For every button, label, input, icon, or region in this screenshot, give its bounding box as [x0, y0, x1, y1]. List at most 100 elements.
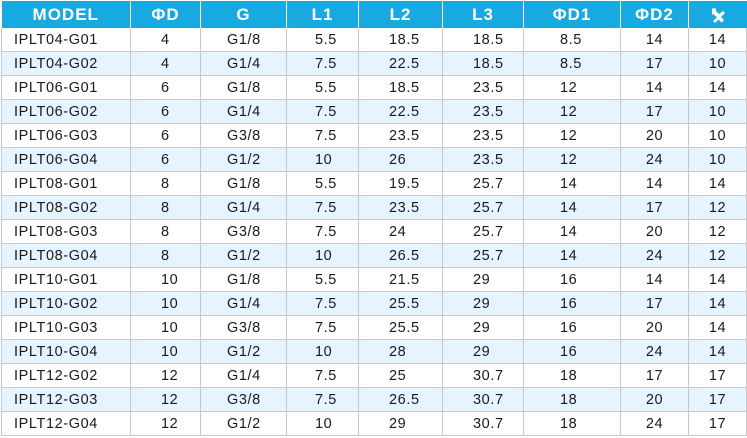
cell-g: G1/8	[200, 28, 287, 52]
cell-g: G3/8	[200, 219, 287, 244]
cell-d1: 16	[523, 339, 621, 364]
cell-wrench-size: 10	[688, 51, 747, 76]
table-row: IPLT12-G04 12 G1/2 10 29 30.7 18 24 17	[1, 411, 747, 436]
table-row: IPLT04-G02 4 G1/4 7.5 22.5 18.5 8.5 17 10	[1, 51, 747, 76]
cell-model: IPLT08-G02	[1, 195, 131, 220]
cell-g: G1/2	[200, 411, 287, 436]
table-row: IPLT10-G04 10 G1/2 10 28 29 16 24 14	[1, 339, 747, 364]
header-g: G	[200, 1, 287, 28]
cell-d: 10	[130, 291, 201, 316]
header-d2: ΦD2	[620, 1, 689, 28]
cell-l3: 30.7	[442, 363, 524, 388]
cell-d2: 14	[620, 28, 689, 52]
header-l3: L3	[442, 1, 524, 28]
cell-wrench-size: 10	[688, 123, 747, 148]
cell-l1: 10	[286, 411, 359, 436]
cell-l2: 24	[358, 219, 443, 244]
cell-d2: 24	[620, 147, 689, 172]
table-row: IPLT10-G02 10 G1/4 7.5 25.5 29 16 17 14	[1, 291, 747, 316]
cell-wrench-size: 14	[688, 28, 747, 52]
cell-d1: 8.5	[523, 28, 621, 52]
cell-l2: 23.5	[358, 123, 443, 148]
cell-d: 6	[130, 99, 201, 124]
cell-g: G1/8	[200, 75, 287, 100]
cell-l3: 25.7	[442, 219, 524, 244]
cell-l2: 22.5	[358, 99, 443, 124]
cell-d2: 17	[620, 51, 689, 76]
cell-d2: 14	[620, 75, 689, 100]
table-row: IPLT04-G01 4 G1/8 5.5 18.5 18.5 8.5 14 14	[1, 28, 747, 52]
cell-d1: 14	[523, 243, 621, 268]
cell-l1: 10	[286, 147, 359, 172]
cell-d2: 14	[620, 171, 689, 196]
cell-d: 4	[130, 28, 201, 52]
cell-d2: 20	[620, 387, 689, 412]
cell-d1: 12	[523, 147, 621, 172]
cell-model: IPLT04-G02	[1, 51, 131, 76]
cell-d1: 18	[523, 411, 621, 436]
cell-model: IPLT10-G02	[1, 291, 131, 316]
cell-wrench-size: 17	[688, 387, 747, 412]
cell-g: G1/4	[200, 363, 287, 388]
cell-d1: 18	[523, 387, 621, 412]
cell-l1: 7.5	[286, 99, 359, 124]
cell-d2: 20	[620, 123, 689, 148]
header-l2: L2	[358, 1, 443, 28]
cell-model: IPLT10-G04	[1, 339, 131, 364]
cell-d: 8	[130, 171, 201, 196]
cell-l1: 5.5	[286, 28, 359, 52]
table-row: IPLT06-G03 6 G3/8 7.5 23.5 23.5 12 20 10	[1, 123, 747, 148]
cell-l3: 23.5	[442, 99, 524, 124]
cell-d2: 24	[620, 411, 689, 436]
cell-l2: 21.5	[358, 267, 443, 292]
cell-model: IPLT10-G01	[1, 267, 131, 292]
cell-l2: 26.5	[358, 243, 443, 268]
cell-wrench-size: 17	[688, 363, 747, 388]
header-d1: ΦD1	[523, 1, 621, 28]
cell-l3: 23.5	[442, 147, 524, 172]
table-row: IPLT06-G02 6 G1/4 7.5 22.5 23.5 12 17 10	[1, 99, 747, 124]
cell-wrench-size: 14	[688, 171, 747, 196]
cell-g: G1/8	[200, 267, 287, 292]
cell-d2: 17	[620, 99, 689, 124]
cell-l3: 29	[442, 315, 524, 340]
cell-l2: 25.5	[358, 291, 443, 316]
header-l1: L1	[286, 1, 359, 28]
cell-model: IPLT04-G01	[1, 28, 131, 52]
cell-d1: 14	[523, 219, 621, 244]
cell-l2: 18.5	[358, 28, 443, 52]
cell-l2: 25.5	[358, 315, 443, 340]
table-row: IPLT12-G02 12 G1/4 7.5 25 30.7 18 17 17	[1, 363, 747, 388]
cell-l1: 7.5	[286, 291, 359, 316]
cell-l3: 25.7	[442, 243, 524, 268]
cell-l2: 29	[358, 411, 443, 436]
cell-l3: 29	[442, 267, 524, 292]
cell-d2: 20	[620, 315, 689, 340]
cell-l3: 29	[442, 291, 524, 316]
cell-l1: 5.5	[286, 171, 359, 196]
cell-wrench-size: 14	[688, 75, 747, 100]
cell-d: 10	[130, 315, 201, 340]
cell-g: G1/4	[200, 99, 287, 124]
cell-l1: 7.5	[286, 315, 359, 340]
cell-d: 10	[130, 339, 201, 364]
cell-wrench-size: 14	[688, 291, 747, 316]
cell-l3: 25.7	[442, 195, 524, 220]
cell-d1: 16	[523, 267, 621, 292]
cell-d2: 24	[620, 243, 689, 268]
cell-d1: 14	[523, 195, 621, 220]
cell-d: 4	[130, 51, 201, 76]
cell-d1: 16	[523, 315, 621, 340]
table-row: IPLT06-G01 6 G1/8 5.5 18.5 23.5 12 14 14	[1, 75, 747, 100]
cell-l3: 30.7	[442, 387, 524, 412]
cell-l1: 10	[286, 339, 359, 364]
cell-d: 6	[130, 75, 201, 100]
cell-l2: 18.5	[358, 75, 443, 100]
cell-model: IPLT08-G01	[1, 171, 131, 196]
header-wrench	[688, 1, 747, 28]
cell-g: G1/2	[200, 339, 287, 364]
cell-model: IPLT06-G02	[1, 99, 131, 124]
cell-d2: 20	[620, 219, 689, 244]
cell-l2: 19.5	[358, 171, 443, 196]
cell-d2: 24	[620, 339, 689, 364]
